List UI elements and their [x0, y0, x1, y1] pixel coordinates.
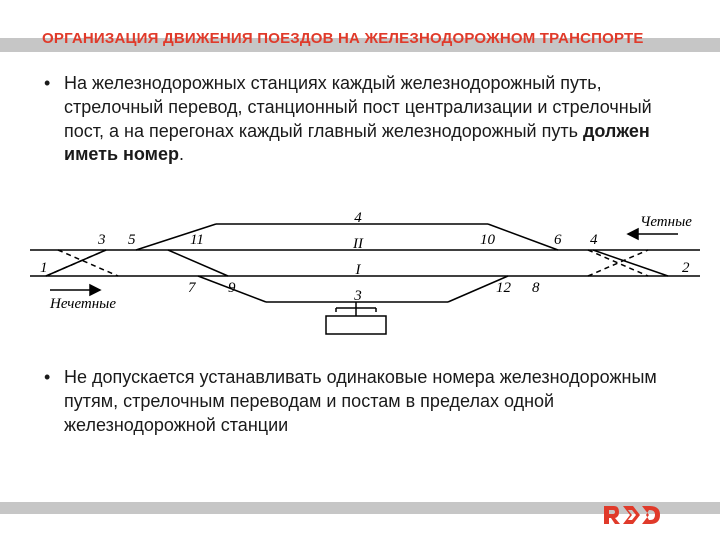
content-area: На железнодорожных станциях каждый желез…	[42, 72, 682, 181]
switch-11: 11	[190, 232, 204, 248]
switch-1: 1	[40, 260, 48, 276]
track-label-3: 3	[353, 288, 362, 304]
dir-right: Четные	[640, 214, 692, 230]
para1-post: .	[179, 144, 184, 164]
track-label-I: I	[355, 262, 362, 278]
dir-left: Нечетные	[49, 296, 116, 312]
switch-4: 4	[590, 232, 598, 248]
switch-6: 6	[554, 232, 562, 248]
switch-12: 12	[496, 280, 512, 296]
switch-9: 9	[228, 280, 236, 296]
para2-text: Не допускается устанавливать одинаковые …	[64, 367, 657, 435]
para1-pre: На железнодорожных станциях каждый желез…	[64, 73, 652, 141]
paragraph-1: На железнодорожных станциях каждый желез…	[42, 72, 682, 167]
paragraph-2: Не допускается устанавливать одинаковые …	[42, 366, 682, 437]
switch-7: 7	[188, 280, 197, 296]
switch-5: 5	[128, 232, 136, 248]
track-diagram: 1 3 5 11 7 9 10 6 4 2 12 8 4 II I 3 Нече…	[28, 208, 703, 338]
switch-10: 10	[480, 232, 496, 248]
switch-8: 8	[532, 280, 540, 296]
rzd-logo	[602, 500, 662, 528]
page-title: ОРГАНИЗАЦИЯ ДВИЖЕНИЯ ПОЕЗДОВ НА ЖЕЛЕЗНОД…	[42, 30, 692, 47]
switch-2: 2	[682, 260, 690, 276]
track-label-II: II	[352, 236, 364, 252]
switch-3: 3	[97, 232, 106, 248]
track-label-4: 4	[354, 210, 362, 226]
